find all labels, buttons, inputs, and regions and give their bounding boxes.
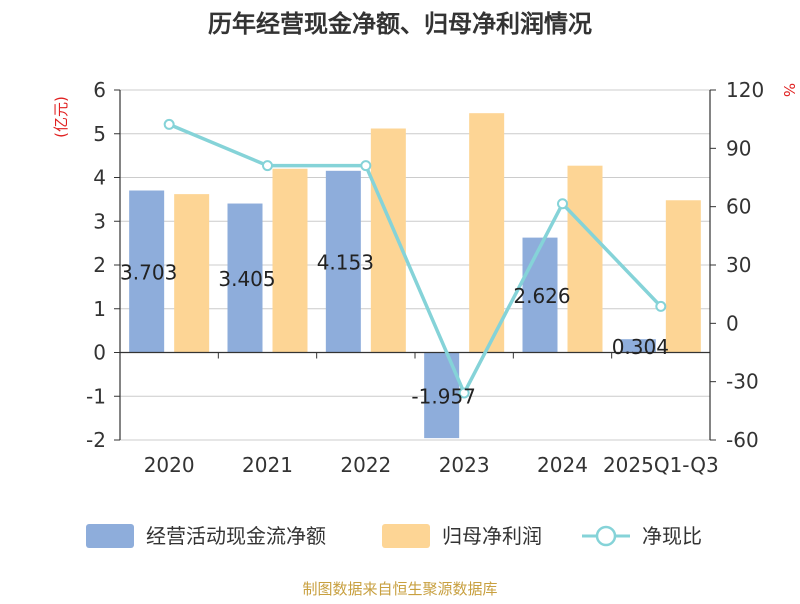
ratio-point [458,387,470,399]
net-profit-bar [272,168,308,353]
bars [129,113,701,439]
category-label: 2021 [242,453,293,477]
left-axis-tick-label: 3 [93,209,106,233]
category-label: 2024 [537,453,588,477]
net-profit-bar [174,194,210,353]
left-axis-tick-label: 6 [93,78,106,102]
net-profit-bar [567,165,603,353]
left-axis-tick-labels: 6 5 4 3 2 1 0 -1 -2 [86,78,106,452]
legend-label-cashflow: 经营活动现金流净额 [146,524,326,548]
left-axis-tick-label: 4 [93,166,106,190]
left-axis-tick-label: 2 [93,253,106,277]
right-axis-unit-label: % [780,83,798,97]
right-axis-tick-label: 30 [726,253,751,277]
ratio-point [163,118,175,130]
cashflow-data-label: 0.304 [612,335,669,359]
ratio-line [168,122,663,395]
category-labels: 2020 2021 2022 2023 2024 2025Q1-Q3 [144,453,719,477]
source-note: 制图数据来自恒生聚源数据库 [302,580,497,598]
cashflow-bar [227,203,263,353]
ratio-point [262,160,273,172]
net-profit-bar [370,128,406,353]
right-axis-tick-label: 120 [726,78,764,102]
ratio-line-series [163,118,667,399]
axes [119,90,711,440]
cashflow-data-label: -1.957 [411,384,475,408]
cashflow-data-label: 3.405 [218,267,275,291]
category-label: 2022 [340,453,391,477]
legend-label-net-profit: 归母净利润 [442,524,542,548]
right-axis-tick-label: 60 [726,195,751,219]
legend-item-net-profit[interactable]: 归母净利润 [382,524,542,548]
left-axis-unit-label: (亿元) [52,96,70,138]
ratio-point [360,160,372,172]
right-axis-tick-label: 90 [726,136,751,160]
legend-item-cashflow[interactable]: 经营活动现金流净额 [86,524,326,548]
cashflow-bar [325,170,361,353]
cashflow-bar [620,339,656,353]
ratio-point [557,198,568,210]
net-profit-bar [665,200,701,353]
left-axis-tick-label: -2 [86,428,106,452]
net-profit-bar [469,113,505,353]
legend: 经营活动现金流净额 归母净利润 净现比 [86,524,702,548]
category-label: 2023 [439,453,490,477]
legend-swatch-net-profit [382,524,430,548]
bar-data-labels: 3.703 3.405 4.153 -1.957 2.626 0.304 [120,251,669,409]
chart-title: 历年经营现金净额、归母净利润情况 [208,10,592,38]
cashflow-bar [522,237,558,353]
cashflow-data-label: 4.153 [317,251,374,275]
cashflow-data-label: 2.626 [513,284,570,308]
left-axis-tick-label: 5 [93,122,106,146]
category-label: 2020 [144,453,195,477]
legend-label-ratio: 净现比 [642,524,702,548]
cashflow-bar [129,190,165,353]
legend-item-ratio[interactable]: 净现比 [582,524,702,548]
legend-swatch-cashflow [86,524,134,548]
cashflow-data-label: 3.703 [120,260,177,284]
left-axis-tick-label: -1 [86,384,106,408]
right-axis-tick-label: 0 [726,311,739,335]
right-axis-tick-labels: 120 90 60 30 0 -30 -60 [726,78,764,452]
legend-swatch-ratio-marker [595,525,617,547]
right-axis-tick-label: -30 [726,370,759,394]
ratio-point [655,300,667,312]
left-axis-tick-label: 0 [93,341,106,365]
category-label: 2025Q1-Q3 [603,453,719,477]
right-axis-tick-label: -60 [726,428,759,452]
left-axis-tick-label: 1 [93,297,106,321]
